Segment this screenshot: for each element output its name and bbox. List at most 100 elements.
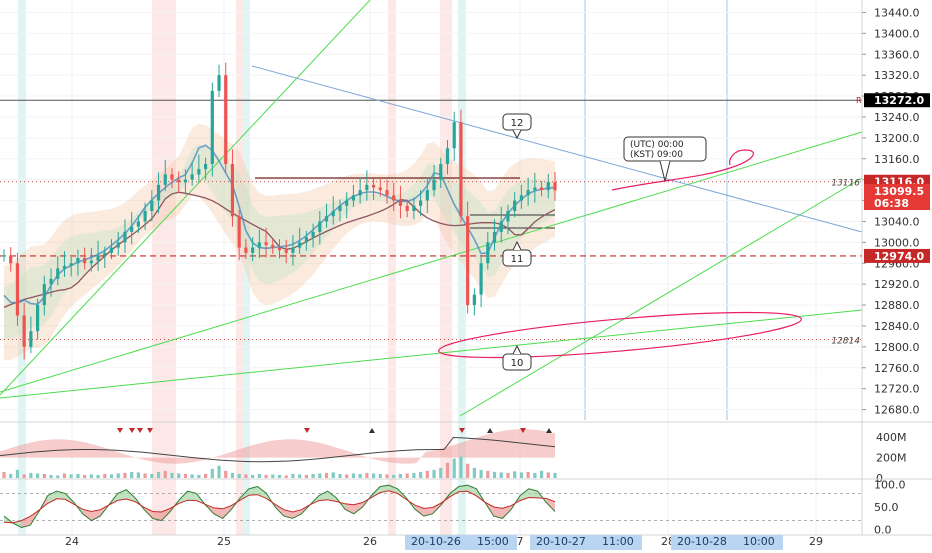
time-tick-label: 29 [809, 535, 823, 548]
candle-body [371, 184, 376, 188]
time-note-callout: (UTC) 00:00(KST) 09:00 [623, 136, 707, 182]
price-badge-bg [864, 196, 930, 210]
candle-body [304, 237, 308, 243]
volume-bar [264, 474, 268, 478]
volume-bar [318, 473, 322, 478]
candle-body [452, 122, 456, 149]
volume-bar [432, 469, 436, 478]
time-tick-label: 26 [363, 535, 377, 548]
oscillator-fill [528, 488, 538, 498]
candle-body [331, 211, 335, 217]
candle-body [425, 190, 429, 201]
oscillator-fill [152, 511, 162, 521]
candle-body [459, 122, 463, 217]
time-highlight-date: 20-10-27 [536, 535, 586, 548]
volume-bar [492, 471, 497, 478]
time-highlight-date: 20-10-26 [411, 535, 461, 548]
price-tick-label: 12920.0 [874, 278, 920, 291]
candle-body [324, 216, 329, 222]
price-badge-label: 13272.0 [874, 94, 924, 107]
trendline-green-base [0, 309, 863, 399]
candle-body [109, 247, 114, 253]
price-tick-label: 12680.0 [874, 404, 920, 417]
volume-bar [89, 474, 93, 478]
candle-body [69, 263, 73, 266]
time-note-line1: (UTC) 00:00 [630, 140, 684, 150]
volume-bar [539, 470, 544, 478]
price-badge-06:38: 06:38 [864, 196, 930, 210]
candle-body [15, 263, 20, 316]
volume-bar [130, 471, 134, 478]
oscillator-fill [213, 507, 223, 519]
signal-marker [520, 428, 526, 433]
volume-average-line [0, 436, 556, 463]
candle-body [257, 242, 261, 248]
volume-bar [358, 473, 362, 478]
signal-marker [369, 428, 375, 433]
time-highlight-bg [405, 535, 517, 550]
session-band [388, 0, 396, 535]
price-badge-bg [864, 93, 930, 108]
time-highlight-time: 11:00 [602, 535, 634, 548]
candle-body [291, 247, 295, 253]
price-tick-label: 12800.0 [874, 341, 920, 354]
volume-bar [210, 468, 214, 478]
volume-bar [392, 474, 396, 478]
volume-bar [224, 470, 228, 478]
signal-marker [546, 428, 552, 433]
session-band [18, 0, 26, 535]
candle-body [116, 242, 120, 248]
signal-marker [459, 428, 465, 433]
candle-body [472, 294, 476, 306]
volume-bar [170, 472, 174, 478]
volume-bar [109, 474, 114, 478]
volume-bar [9, 473, 13, 478]
candle-body [466, 216, 470, 306]
session-band [236, 0, 244, 535]
callout-10: 10 [502, 344, 532, 371]
candle-body [392, 195, 396, 201]
volume-bar [163, 470, 167, 478]
stoch-k-line [3, 484, 556, 529]
volume-bar [251, 474, 255, 478]
volume-bar [298, 474, 302, 478]
signal-marker [487, 428, 493, 433]
callout-label: 11 [511, 254, 524, 265]
candle-body [385, 190, 389, 196]
price-tick-label: 13320.0 [874, 69, 920, 82]
volume-bar [15, 469, 20, 478]
candle-body [553, 182, 557, 191]
candle-body [237, 216, 241, 248]
volume-bar [365, 472, 369, 478]
candle-body [398, 200, 403, 206]
candle-body [358, 190, 362, 196]
time-note-pointer [659, 160, 671, 182]
session-band [160, 0, 168, 535]
candle-body [163, 174, 167, 185]
volume-bar [136, 472, 140, 478]
candle-body [351, 195, 356, 201]
candle-body [378, 187, 382, 191]
candle-body [513, 200, 517, 211]
volume-bar [177, 473, 181, 478]
volume-bar [533, 472, 537, 478]
candle-body [533, 187, 537, 191]
trendline-green-mid [0, 131, 863, 393]
volume-bar [486, 470, 490, 478]
oscillator-fill [450, 486, 459, 497]
candle-body [62, 265, 67, 269]
volume-bar [217, 465, 221, 478]
oscillator-fill [318, 491, 328, 501]
volume-bar [2, 471, 6, 478]
candle-body [284, 250, 288, 253]
candle-body [432, 179, 436, 191]
oscillator-fill [12, 520, 22, 528]
volume-bar [412, 472, 416, 478]
volume-oscillator-fill [0, 429, 555, 464]
volume-bar [351, 473, 356, 478]
price-tick-label: 13440.0 [874, 6, 920, 19]
candle-body [42, 284, 46, 306]
time-note-line2: (KST) 09:00 [630, 150, 683, 160]
